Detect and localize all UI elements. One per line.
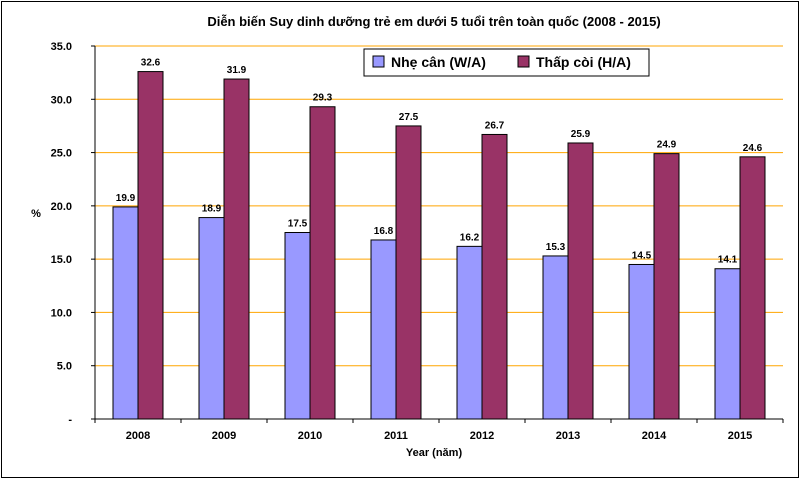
data-label: 29.3: [313, 93, 333, 104]
data-label: 18.9: [202, 204, 222, 215]
data-label: 31.9: [227, 65, 247, 76]
data-label: 25.9: [571, 129, 591, 140]
data-label: 24.9: [657, 140, 677, 151]
x-tick-label: 2009: [212, 430, 236, 442]
bar-thap-coi: [137, 71, 164, 420]
data-label: 14.5: [632, 250, 652, 261]
bar-nhe-can: [628, 263, 655, 420]
bar-nhe-can: [542, 255, 569, 420]
legend-label-nhe-can: Nhẹ cân (W/A): [391, 54, 486, 70]
bar-thap-coi: [395, 125, 422, 420]
y-tick-label: -: [68, 414, 72, 426]
data-label: 27.5: [399, 112, 419, 123]
legend-swatch-thap-coi: [517, 55, 530, 68]
bar-thap-coi: [653, 153, 680, 420]
x-axis-label: Year (năm): [406, 447, 463, 459]
x-tick-label: 2014: [642, 430, 667, 442]
y-tick-label: 10.0: [51, 307, 72, 319]
bar-thap-coi: [309, 106, 336, 420]
y-axis-label: %: [31, 208, 41, 220]
bars: [112, 71, 766, 420]
legend-swatch-nhe-can: [372, 55, 385, 68]
bar-thap-coi: [223, 78, 250, 420]
x-tick-label: 2011: [384, 430, 408, 442]
x-tick-label: 2015: [728, 430, 752, 442]
chart-title: Diễn biến Suy dinh dưỡng trẻ em dưới 5 t…: [207, 14, 660, 29]
bar-nhe-can: [370, 239, 397, 420]
y-tick-label: 25.0: [51, 148, 72, 160]
data-label: 19.9: [116, 193, 136, 204]
data-label: 26.7: [485, 120, 505, 131]
data-labels: 19.9 18.9 17.5 16.8 16.2 15.3 14.5 14.1 32.6 31.9…: [116, 58, 763, 266]
y-tick-label: 35.0: [51, 41, 72, 53]
x-tick-label: 2012: [470, 430, 494, 442]
bar-thap-coi: [739, 156, 766, 420]
legend: Nhẹ cân (W/A) Thấp còi (H/A): [363, 48, 650, 77]
data-label: 15.3: [546, 242, 566, 253]
x-tick-label: 2013: [556, 430, 580, 442]
x-tick-label: 2010: [298, 430, 322, 442]
data-label: 17.5: [288, 219, 308, 230]
gridlines: [95, 45, 783, 367]
y-tick-label: 5.0: [57, 361, 72, 373]
bar-thap-coi: [481, 133, 508, 420]
bar-nhe-can: [112, 206, 139, 420]
data-label: 14.1: [718, 255, 738, 266]
bar-nhe-can: [284, 232, 311, 420]
legend-box: [363, 48, 650, 77]
bar-thap-coi: [567, 142, 594, 420]
y-tick-label: 15.0: [51, 254, 72, 266]
x-tick-label: 2008: [126, 430, 150, 442]
bar-nhe-can: [456, 245, 483, 420]
bar-nhe-can: [198, 217, 225, 420]
y-tick-label: 30.0: [51, 94, 72, 106]
bar-nhe-can: [714, 268, 741, 420]
data-label: 32.6: [141, 58, 161, 69]
data-label: 24.6: [743, 143, 763, 154]
data-label: 16.8: [374, 226, 394, 237]
y-tick-label: 20.0: [51, 201, 72, 213]
data-label: 16.2: [460, 232, 480, 243]
axes: - 5.0 10.0 15.0 20.0 25.0 30.0 35.0 2008 2009 2010…: [51, 41, 784, 442]
legend-label-thap-coi: Thấp còi (H/A): [536, 54, 631, 70]
